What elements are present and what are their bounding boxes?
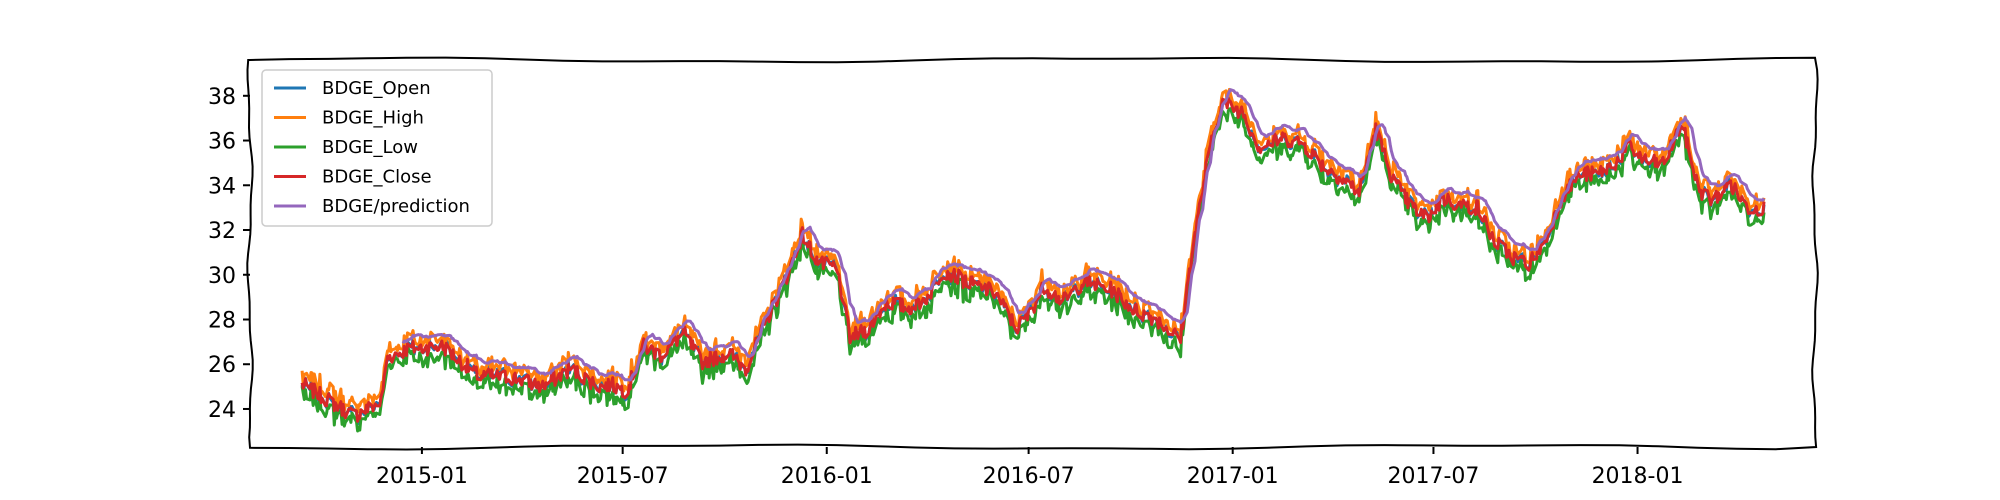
y-tick-label: 26 [208,353,236,378]
y-tick-label: 32 [208,219,236,244]
series-line-bdge-low [300,107,1766,433]
y-tick-label: 36 [208,130,236,155]
y-axis: 24 26 28 30 32 34 36 38 [208,85,250,423]
legend-label: BDGE_Close [322,167,432,188]
legend-label: BDGE_Low [322,137,418,158]
x-tick-label: 2017-01 [1187,464,1279,489]
plot-frame [246,56,1819,451]
legend-label: BDGE/prediction [322,196,470,217]
x-tick-label: 2017-07 [1387,464,1479,489]
series-line-bdge-close [300,97,1766,423]
y-tick-label: 28 [208,308,236,333]
legend-label: BDGE_Open [322,78,431,99]
legend: BDGE_Open BDGE_High BDGE_Low BDGE_Close BDGE… [261,69,493,227]
y-tick-label: 34 [208,174,236,199]
series-line-bdge-prediction [401,88,1766,382]
legend-label: BDGE_High [322,108,424,129]
x-tick-label: 2016-07 [983,464,1075,489]
x-tick-label: 2018-01 [1592,464,1684,489]
legend-box [261,69,493,227]
x-axis: 2015-01 2015-07 2016-01 2016-07 2017-01 2017-… [376,447,1684,489]
y-tick-label: 30 [208,264,236,289]
series-layer [300,87,1766,433]
x-tick-label: 2016-01 [781,464,873,489]
x-tick-label: 2015-01 [376,464,468,489]
x-tick-label: 2015-07 [577,464,669,489]
y-tick-label: 38 [208,85,236,110]
y-tick-label: 24 [208,398,236,423]
